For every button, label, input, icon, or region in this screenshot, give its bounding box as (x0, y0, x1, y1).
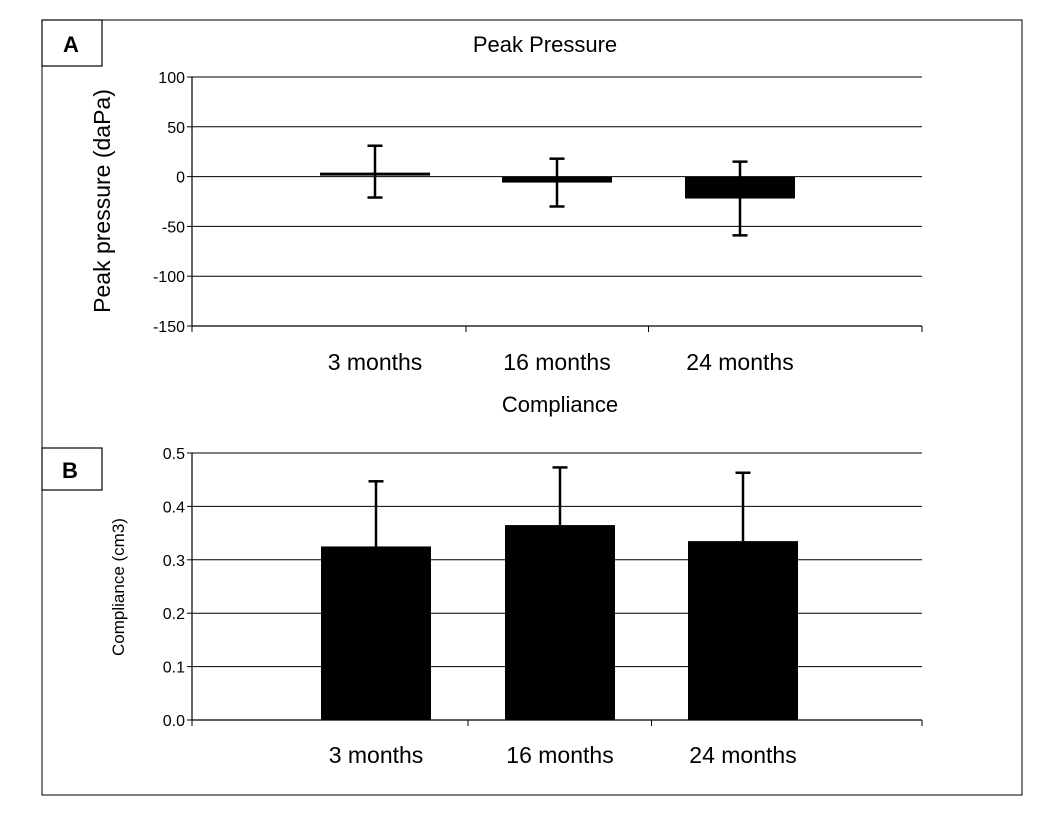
chart-b-y-axis-label: Compliance (cm3) (109, 518, 128, 656)
chart-b-bar (688, 541, 798, 720)
chart-a-y-axis-label: Peak pressure (daPa) (89, 89, 115, 313)
chart-b-x-tick-label: 3 months (329, 742, 424, 768)
chart-b-y-tick-label: 0.5 (163, 446, 185, 463)
chart-b-y-ticks: 0.5 0.4 0.3 0.2 0.1 0.0 (163, 446, 192, 730)
chart-b-bar (321, 546, 431, 720)
chart-a-y-ticks: 100 50 0 -50 -100 -150 (153, 70, 192, 336)
panel-a: A Peak Pressure Peak pressure (daPa) 100… (41, 19, 923, 375)
chart-b-bar (505, 525, 615, 720)
chart-a-y-tick-label: -150 (153, 319, 185, 336)
chart-a-error-bars (367, 144, 748, 237)
chart-b-x-ticks: 3 months 16 months 24 months (191, 720, 923, 768)
chart-b-bars (321, 525, 798, 720)
chart-b-y-tick-label: 0.0 (163, 713, 185, 730)
chart-b-y-tick-label: 0.4 (163, 499, 185, 516)
chart-a-x-tick-label: 16 months (503, 349, 610, 375)
chart-b-error-bars (368, 466, 751, 547)
chart-a-y-tick-label: 100 (158, 70, 185, 87)
chart-b-y-tick-label: 0.1 (163, 660, 185, 677)
chart-a-axes (191, 77, 922, 327)
chart-b-axes (191, 453, 922, 721)
chart-b-title: Compliance (502, 392, 618, 417)
chart-a-x-tick-label: 3 months (328, 349, 423, 375)
chart-b-y-tick-label: 0.2 (163, 606, 185, 623)
chart-a-title: Peak Pressure (473, 32, 617, 57)
panel-a-label-box (41, 19, 103, 67)
chart-b-x-tick-label: 24 months (689, 742, 796, 768)
panel-b-label-box (41, 447, 103, 491)
chart-b-x-tick-label: 16 months (506, 742, 613, 768)
chart-a-x-ticks: 3 months 16 months 24 months (191, 326, 923, 375)
chart-a-y-tick-label: -50 (162, 219, 185, 236)
chart-b-y-tick-label: 0.3 (163, 553, 185, 570)
panel-b: B Compliance Compliance (cm3) 0.50.40.30… (41, 392, 923, 768)
chart-a-y-tick-label: -100 (153, 269, 185, 286)
panel-a-label: A (63, 32, 79, 57)
chart-a-x-tick-label: 24 months (686, 349, 793, 375)
chart-a-y-tick-label: 0 (176, 170, 185, 187)
chart-a-y-tick-label: 50 (167, 120, 185, 137)
panel-b-label: B (62, 458, 78, 483)
